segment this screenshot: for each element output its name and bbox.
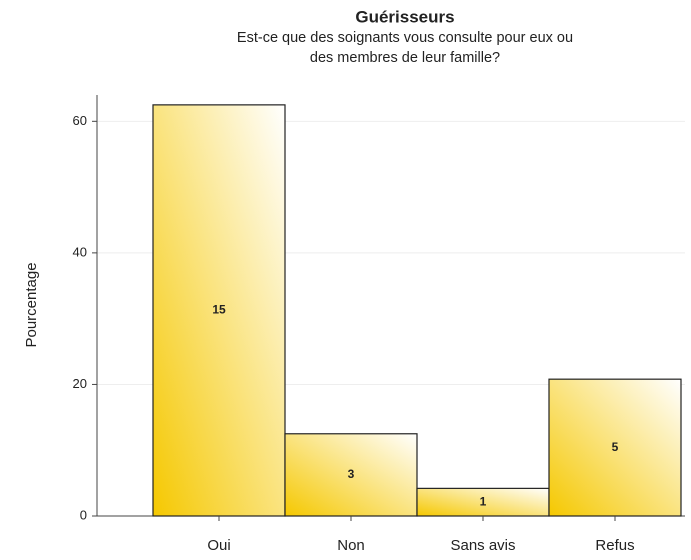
bar [152,104,286,517]
x-tick-label: Refus [595,537,634,554]
count-label: 1 [480,494,487,508]
chart-title: Guérisseurs [355,7,454,26]
y-axis-label: Pourcentage [23,262,40,347]
y-tick-label: 0 [80,507,87,522]
x-tick-label: Sans avis [450,537,515,554]
count-label: 3 [348,467,355,481]
chart-subtitle: Est-ce que des soignants vous consulte p… [237,30,573,46]
count-label: 15 [212,303,226,317]
bar [284,433,418,517]
chart-subtitle: des membres de leur famille? [310,50,500,66]
y-tick-label: 40 [73,244,87,259]
count-label: 5 [612,440,619,454]
x-tick-label: Oui [207,537,230,554]
y-tick-label: 20 [73,376,87,391]
x-tick-label: Non [337,537,365,554]
y-tick-label: 60 [73,113,87,128]
